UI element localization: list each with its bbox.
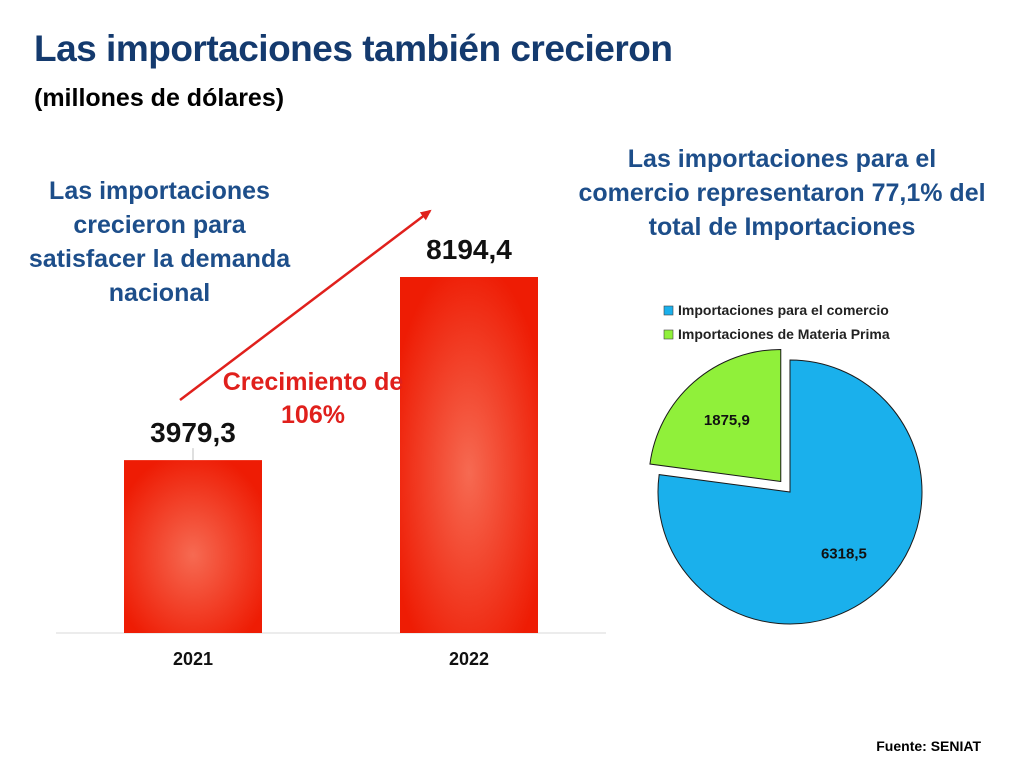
growth-note: Crecimiento de 106% bbox=[222, 368, 404, 429]
legend-label: Importaciones de Materia Prima bbox=[678, 326, 890, 342]
pie-value-label: 1875,9 bbox=[704, 412, 750, 429]
commerce-share-note: Las importaciones para el comercio repre… bbox=[578, 145, 986, 241]
bar-value-label: 3979,3 bbox=[150, 417, 236, 448]
slide-subtitle: (millones de dólares) bbox=[34, 84, 285, 112]
slide-title: Las importaciones también crecieron bbox=[34, 28, 673, 69]
pie-slice-raw-materials bbox=[649, 348, 782, 483]
x-tick-label: 2022 bbox=[449, 649, 489, 669]
source-note: Fuente: SENIAT bbox=[876, 738, 981, 754]
pie-chart: Importaciones para el comercio Importacio… bbox=[649, 302, 923, 625]
bar-value-label: 8194,4 bbox=[426, 234, 512, 265]
pie-slice-commerce bbox=[657, 359, 923, 625]
legend-swatch-raw-materials bbox=[663, 329, 674, 340]
legend-swatch-commerce bbox=[663, 305, 674, 316]
pie-value-label: 6318,5 bbox=[821, 546, 867, 563]
x-tick-label: 2021 bbox=[173, 649, 213, 669]
legend-label: Importaciones para el comercio bbox=[678, 302, 889, 318]
demand-note: Las importaciones crecieron para satisfa… bbox=[28, 177, 291, 307]
growth-arrow bbox=[179, 209, 432, 401]
bar-chart: 3979,3 2021 8194,4 2022 bbox=[56, 209, 606, 669]
bar-2022 bbox=[400, 277, 538, 633]
bar-2021 bbox=[124, 460, 262, 633]
